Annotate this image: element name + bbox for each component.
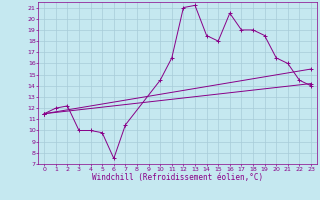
X-axis label: Windchill (Refroidissement éolien,°C): Windchill (Refroidissement éolien,°C) <box>92 173 263 182</box>
